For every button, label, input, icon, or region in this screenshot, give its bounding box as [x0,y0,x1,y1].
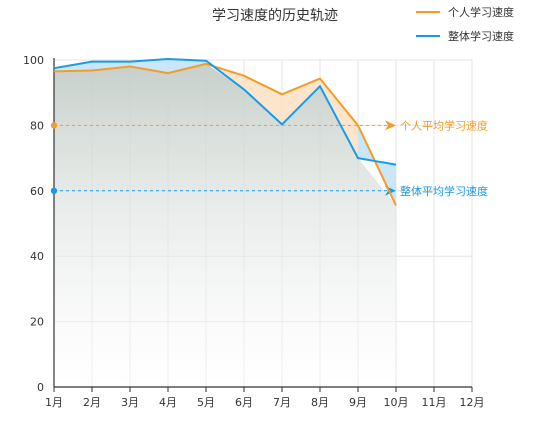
x-tick-label: 8月 [311,396,329,409]
band-fill [282,78,320,125]
y-tick-label: 40 [30,250,44,263]
reference-label: 整体平均学习速度 [400,184,488,198]
x-tick-label: 1月 [45,396,63,409]
x-tick-label: 12月 [460,396,485,409]
y-tick-label: 0 [37,381,44,394]
x-tick-label: 5月 [197,396,215,409]
band-fill [130,59,168,74]
x-tick-label: 2月 [83,396,101,409]
legend-label: 个人学习速度 [448,5,514,19]
series-lines [53,58,397,206]
x-tick-label: 4月 [159,396,177,409]
reference-start-dot [50,187,58,194]
x-tick-label: 6月 [235,396,253,409]
x-tick-label: 7月 [273,396,291,409]
y-tick-label: 100 [23,54,44,67]
legend-label: 整体学习速度 [448,29,514,43]
band-fill [92,61,130,71]
lower-area-fill [54,63,396,388]
x-tick-label: 3月 [121,396,139,409]
chart-title: 学习速度的历史轨迹 [212,8,338,24]
x-tick-label: 11月 [422,396,447,409]
tick-labels: 0 20 40 60 80 100 1月 2月 3月 4月 5月 6月 7月 8月 9月 10月 11月 12月 [23,54,485,409]
y-tick-label: 60 [30,185,44,198]
x-tick-label: 9月 [349,396,367,409]
x-tick-label: 10月 [384,396,409,409]
reference-arrow [385,120,396,131]
y-tick-label: 20 [30,316,44,329]
reference-start-dot [50,122,58,129]
series-line [53,62,397,206]
reference-label: 个人平均学习速度 [400,118,488,132]
y-tick-label: 80 [30,119,44,132]
axes [53,58,473,392]
band-fill [168,59,206,74]
band-fill [244,75,282,125]
series-line [53,58,397,166]
